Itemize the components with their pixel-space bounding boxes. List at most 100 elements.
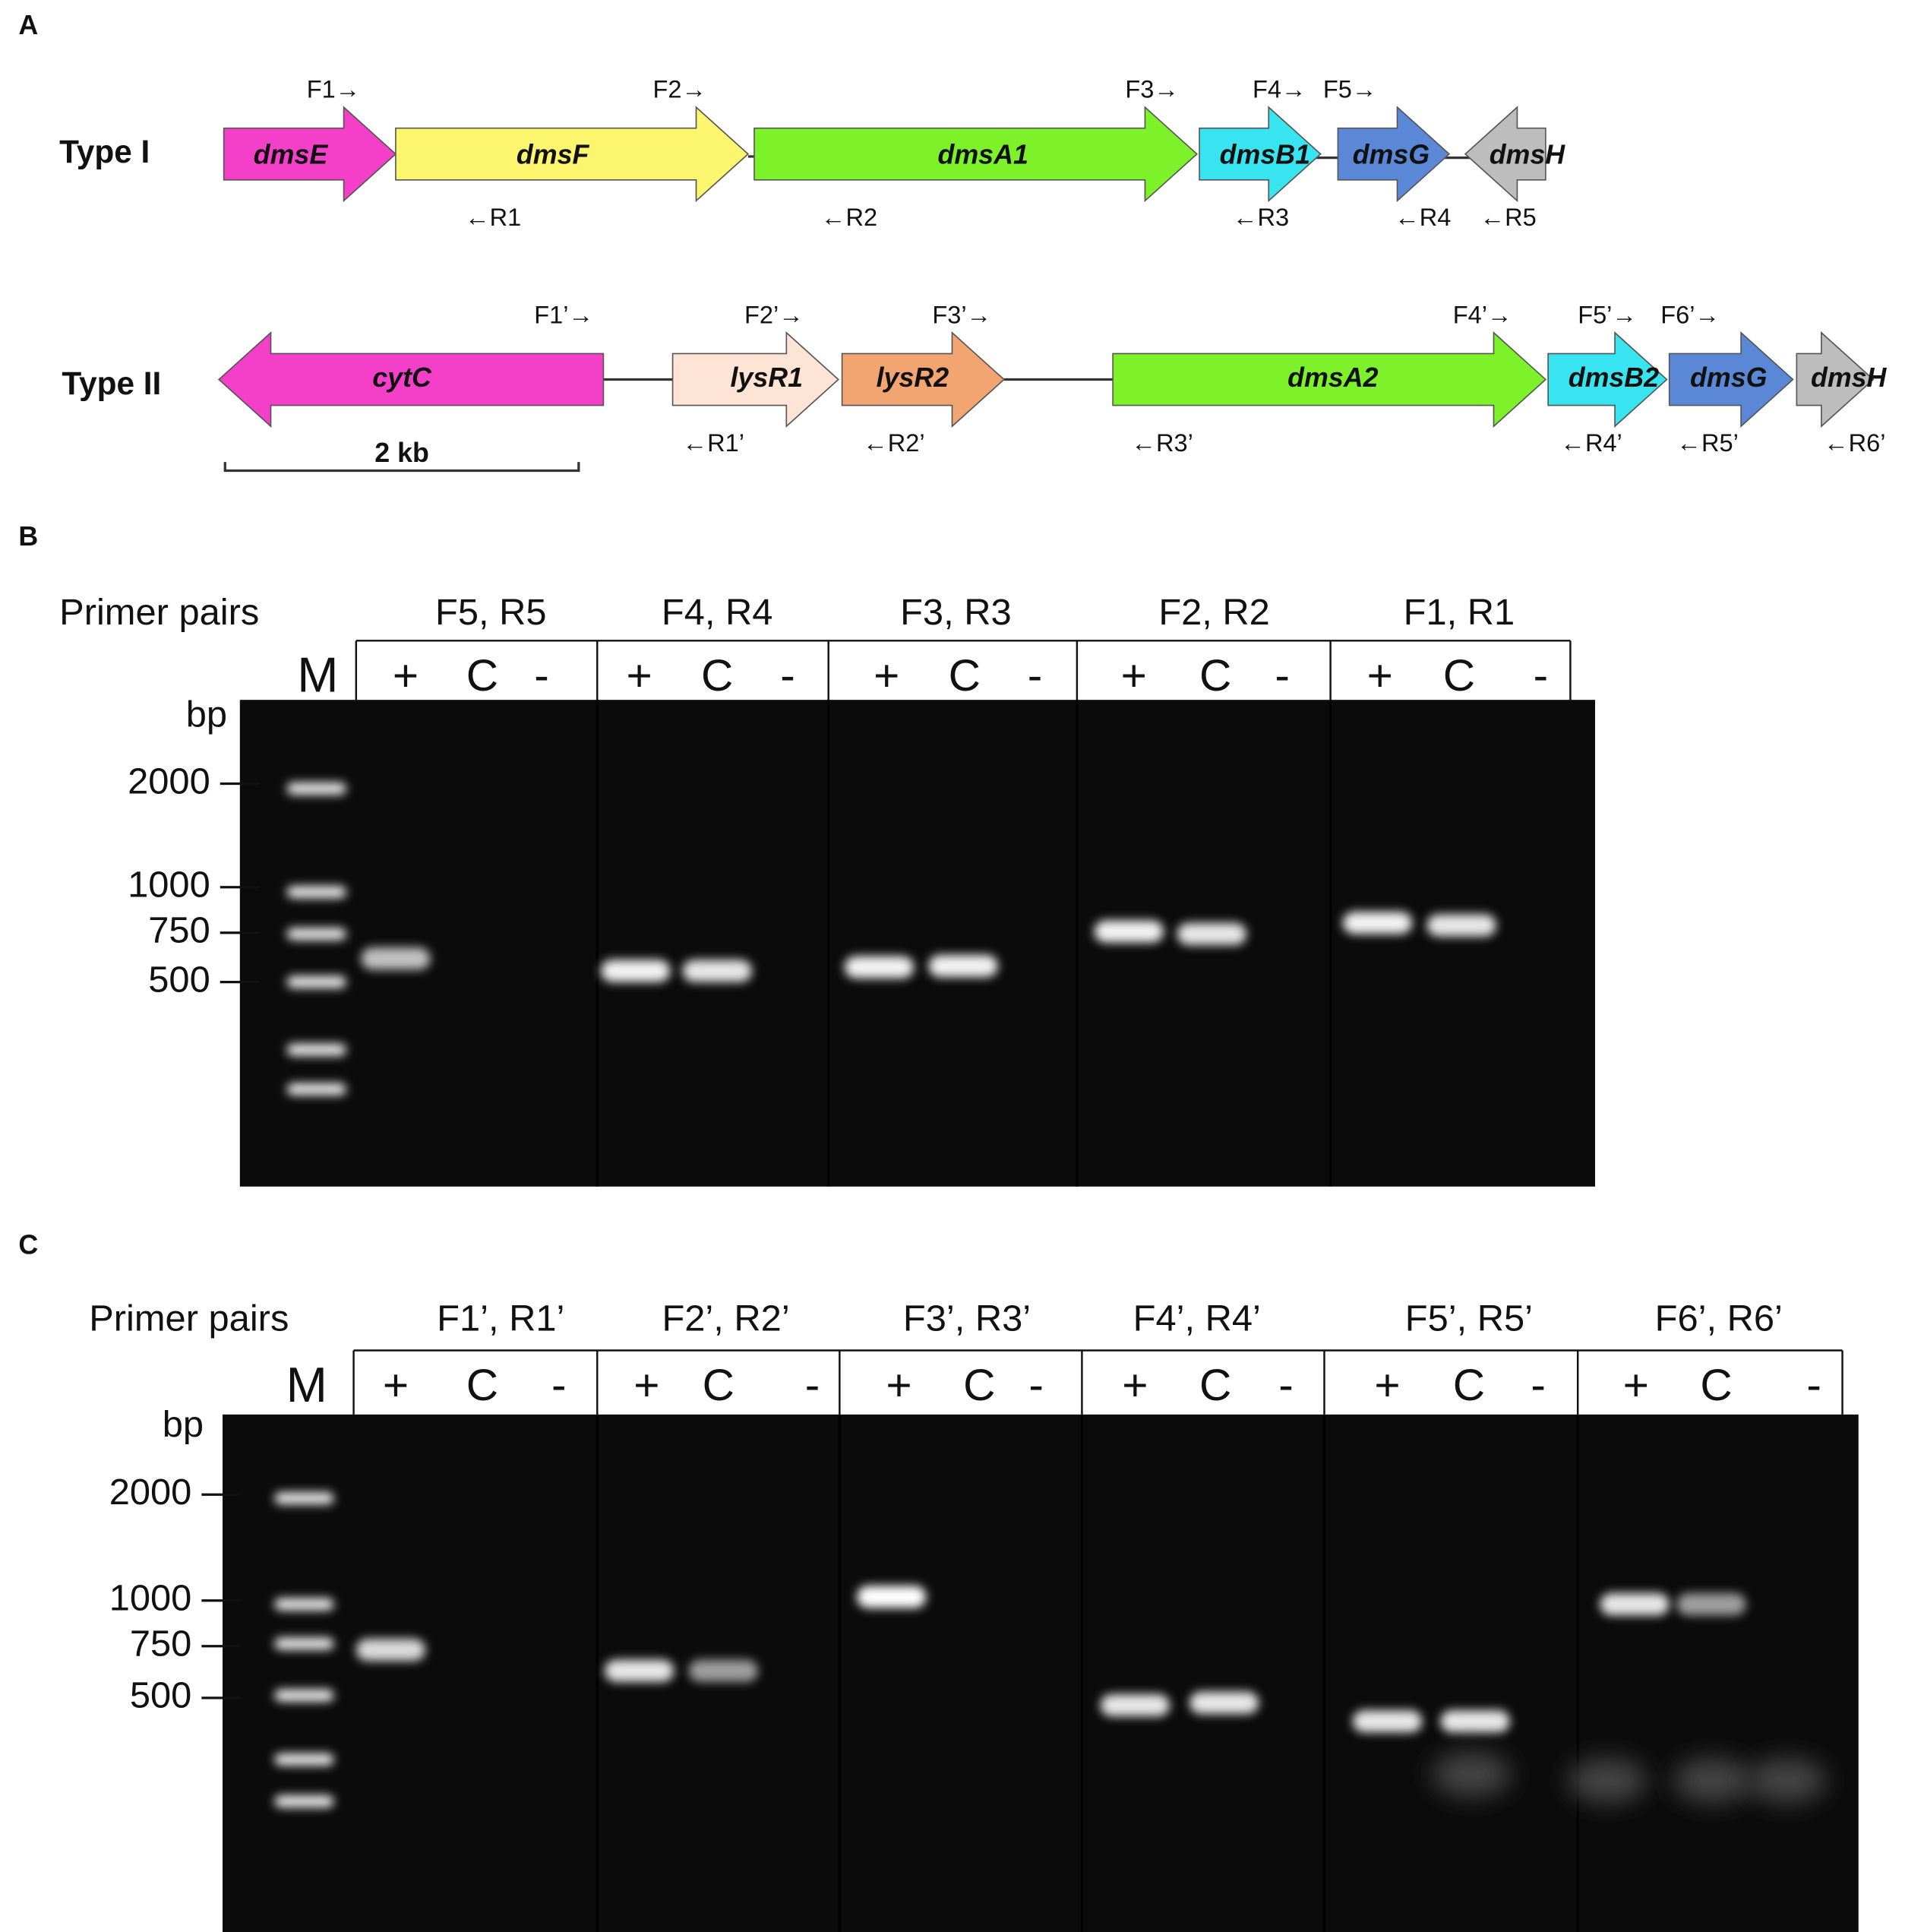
forward-primer: F2→ xyxy=(653,76,707,103)
lane-label: C xyxy=(703,1361,735,1410)
smear xyxy=(1673,1758,1752,1803)
dna-band xyxy=(1189,1691,1259,1714)
gene-arrow xyxy=(395,106,750,203)
primer-pair-name: F2, R2 xyxy=(1158,592,1270,633)
lane-label: C xyxy=(1199,651,1231,700)
gene-arrow xyxy=(1464,106,1546,203)
primer-pair-name: F4, R4 xyxy=(662,592,773,633)
primer-pair-name: F4’, R4’ xyxy=(1133,1298,1261,1339)
dna-band xyxy=(682,960,752,982)
primer-pair-name: F5’, R5’ xyxy=(1405,1298,1533,1339)
forward-primer: F1→ xyxy=(307,76,361,103)
forward-primer: F3→ xyxy=(1125,76,1179,103)
primer-pair-name: F6’, R6’ xyxy=(1655,1298,1783,1339)
panel-label: B xyxy=(18,521,38,552)
smear xyxy=(1568,1758,1648,1803)
size-unit: bp xyxy=(186,694,227,735)
gene-arrow xyxy=(1337,106,1451,203)
reverse-primer: ←R2’ xyxy=(863,429,924,457)
lane-label: C xyxy=(1199,1361,1231,1410)
dna-band xyxy=(928,954,998,978)
gene-label: dmsG xyxy=(1353,139,1430,169)
gene-arrow xyxy=(1668,331,1794,428)
lane-label: - xyxy=(1028,1361,1044,1410)
lane-label: - xyxy=(780,651,795,700)
lane-label: C xyxy=(1443,651,1475,700)
dna-band xyxy=(1676,1593,1746,1616)
gene-arrow xyxy=(753,106,1199,203)
lane-label: + xyxy=(1623,1361,1649,1410)
ladder-band xyxy=(274,1492,334,1505)
gene-arrow xyxy=(1112,331,1547,428)
reverse-primer: ←R6’ xyxy=(1824,429,1885,457)
ladder-size: 2000 xyxy=(109,1472,192,1513)
dna-band xyxy=(1094,920,1164,943)
ladder-size: 1000 xyxy=(109,1578,192,1619)
ladder-size: 500 xyxy=(130,1675,191,1716)
lane-label: C xyxy=(1453,1361,1485,1410)
gene-arrow xyxy=(1796,331,1875,428)
gene-label: dmsE xyxy=(254,139,329,169)
lane-label: + xyxy=(874,651,899,700)
reverse-primer: ←R5 xyxy=(1480,204,1537,231)
gel-image xyxy=(223,1414,1859,1932)
marker-label: M xyxy=(297,647,338,703)
panel-label: C xyxy=(18,1230,38,1260)
reverse-primer: ←R1 xyxy=(465,204,521,231)
gene-label: cytC xyxy=(372,362,432,393)
type-label: Type I xyxy=(59,134,150,169)
reverse-primer: ←R2 xyxy=(821,204,877,231)
dna-band xyxy=(355,1639,425,1662)
gene-label: dmsF xyxy=(517,139,590,169)
forward-primer: F5→ xyxy=(1323,76,1377,103)
primer-pair-name: F5, R5 xyxy=(435,592,547,633)
gene-label: dmsG xyxy=(1690,362,1767,393)
dna-band xyxy=(844,956,915,979)
primer-pair-name: F1, R1 xyxy=(1404,592,1515,633)
gel-image xyxy=(239,700,1595,1187)
gene-label: dmsH xyxy=(1490,139,1566,169)
lane-label: + xyxy=(1374,1361,1400,1410)
panel-label: A xyxy=(18,10,38,40)
lane-label: + xyxy=(1121,651,1147,700)
ladder-band xyxy=(274,1598,334,1611)
primer-pair-name: F2’, R2’ xyxy=(662,1298,789,1339)
ladder-band xyxy=(286,886,346,899)
dna-band xyxy=(857,1586,927,1608)
lane-label: - xyxy=(1531,1361,1546,1410)
ladder-band xyxy=(286,928,346,941)
gene-label: dmsA1 xyxy=(937,139,1028,169)
forward-primer: F1’→ xyxy=(534,301,593,328)
primer-pairs-label: Primer pairs xyxy=(89,1298,289,1339)
ladder-size: 500 xyxy=(148,960,210,1001)
ladder-band xyxy=(274,1794,334,1808)
lane-label: C xyxy=(701,651,733,700)
dna-band xyxy=(361,947,431,970)
lane-label: - xyxy=(551,1361,567,1410)
forward-primer: F3’→ xyxy=(932,301,991,328)
dna-band xyxy=(1600,1593,1670,1616)
dna-band xyxy=(688,1659,758,1682)
ladder-size: 750 xyxy=(130,1624,191,1665)
type-label: Type II xyxy=(62,365,161,401)
primer-pair-name: F1’, R1’ xyxy=(437,1298,564,1339)
primer-pair-name: F3, R3 xyxy=(900,592,1012,633)
forward-primer: F6’→ xyxy=(1660,301,1720,328)
forward-primer: F4’→ xyxy=(1453,301,1512,328)
reverse-primer: ←R3 xyxy=(1233,204,1289,231)
gene-label: dmsH xyxy=(1811,362,1888,393)
dna-band xyxy=(605,1659,675,1682)
gene-arrow xyxy=(1547,331,1668,428)
lane-label: + xyxy=(633,1361,659,1410)
lane-label: - xyxy=(1275,651,1290,700)
reverse-primer: ←R1’ xyxy=(683,429,744,457)
lane-label: C xyxy=(466,651,498,700)
size-unit: bp xyxy=(163,1404,204,1445)
lane-label: C xyxy=(1700,1361,1732,1410)
scale-bar-label: 2 kb xyxy=(374,438,429,468)
reverse-primer: ←R5’ xyxy=(1676,429,1738,457)
ladder-size: 750 xyxy=(148,910,210,951)
lane-label: C xyxy=(963,1361,995,1410)
lane-label: - xyxy=(1028,651,1043,700)
